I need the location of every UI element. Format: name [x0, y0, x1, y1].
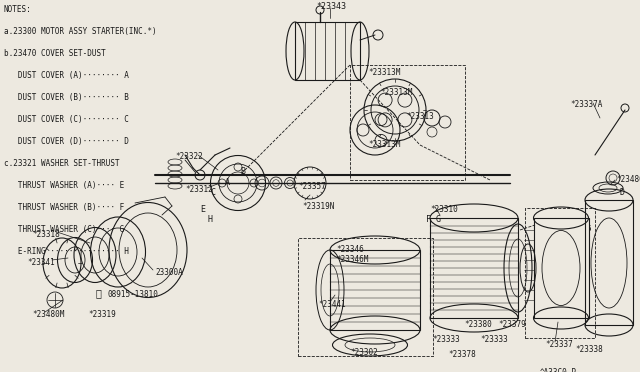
- Text: *23302: *23302: [350, 348, 378, 357]
- Text: *23318: *23318: [32, 230, 60, 239]
- Text: C: C: [210, 188, 215, 197]
- Text: *23313M: *23313M: [368, 68, 401, 77]
- Text: *23341: *23341: [27, 258, 55, 267]
- Text: *23337A: *23337A: [570, 100, 602, 109]
- Text: *23333: *23333: [432, 335, 460, 344]
- Text: DUST COVER (B)········ B: DUST COVER (B)········ B: [4, 93, 129, 102]
- Text: *23312: *23312: [185, 185, 212, 194]
- Text: *23379: *23379: [498, 320, 525, 329]
- Text: b.23470 COVER SET-DUST: b.23470 COVER SET-DUST: [4, 49, 106, 58]
- Bar: [298, 238, 433, 356]
- Text: *23333: *23333: [480, 335, 508, 344]
- Text: DUST COVER (D)········ D: DUST COVER (D)········ D: [4, 137, 129, 146]
- Text: *23441: *23441: [318, 300, 346, 309]
- Text: *23313: *23313: [406, 112, 434, 121]
- Text: *23346: *23346: [336, 245, 364, 254]
- Text: THRUST WASHER (B)···· F: THRUST WASHER (B)···· F: [4, 203, 124, 212]
- Bar: [350, 65, 465, 180]
- Bar: [525, 208, 595, 338]
- Text: *23310: *23310: [430, 205, 458, 214]
- Text: F: F: [426, 215, 431, 224]
- Text: *23313M: *23313M: [368, 140, 401, 149]
- Bar: [585, 200, 633, 325]
- Bar: [534, 218, 589, 318]
- Text: c.23321 WASHER SET-THRUST: c.23321 WASHER SET-THRUST: [4, 159, 120, 168]
- Text: E-RING ··············· H: E-RING ··············· H: [4, 247, 129, 256]
- Text: *23338: *23338: [575, 345, 603, 354]
- Text: *23319N: *23319N: [302, 202, 334, 211]
- Text: *23319: *23319: [88, 310, 116, 319]
- Text: THRUST WASHER (C)···· G: THRUST WASHER (C)···· G: [4, 225, 124, 234]
- Text: DUST COVER (C)········ C: DUST COVER (C)········ C: [4, 115, 129, 124]
- Text: *23357: *23357: [298, 182, 326, 191]
- Text: ^A33C0.P: ^A33C0.P: [540, 368, 577, 372]
- Text: *23346M: *23346M: [336, 255, 369, 264]
- Text: H: H: [208, 215, 213, 224]
- Text: A: A: [225, 178, 230, 187]
- Bar: [430, 218, 518, 318]
- Text: 23300A: 23300A: [155, 268, 183, 277]
- Text: *23322: *23322: [175, 152, 203, 161]
- Text: *23337: *23337: [545, 340, 573, 349]
- Text: DUST COVER (A)········ A: DUST COVER (A)········ A: [4, 71, 129, 80]
- Text: 08915-13810: 08915-13810: [107, 290, 158, 299]
- Text: B: B: [240, 167, 245, 176]
- Text: *23343: *23343: [316, 2, 346, 11]
- Text: E: E: [200, 205, 205, 214]
- Text: D: D: [620, 188, 625, 197]
- Text: *23480M: *23480M: [32, 310, 65, 319]
- Text: *23313M: *23313M: [380, 88, 412, 97]
- Text: THRUST WASHER (A)···· E: THRUST WASHER (A)···· E: [4, 181, 124, 190]
- Text: *23480: *23480: [616, 175, 640, 184]
- Text: a.23300 MOTOR ASSY STARTER(INC.*): a.23300 MOTOR ASSY STARTER(INC.*): [4, 27, 157, 36]
- Text: *23380: *23380: [464, 320, 492, 329]
- Text: *23378: *23378: [448, 350, 476, 359]
- Bar: [295, 22, 360, 80]
- Text: G: G: [436, 215, 441, 224]
- Text: NOTES:: NOTES:: [4, 5, 32, 14]
- Bar: [330, 250, 420, 330]
- Text: Ⓥ: Ⓥ: [95, 288, 101, 298]
